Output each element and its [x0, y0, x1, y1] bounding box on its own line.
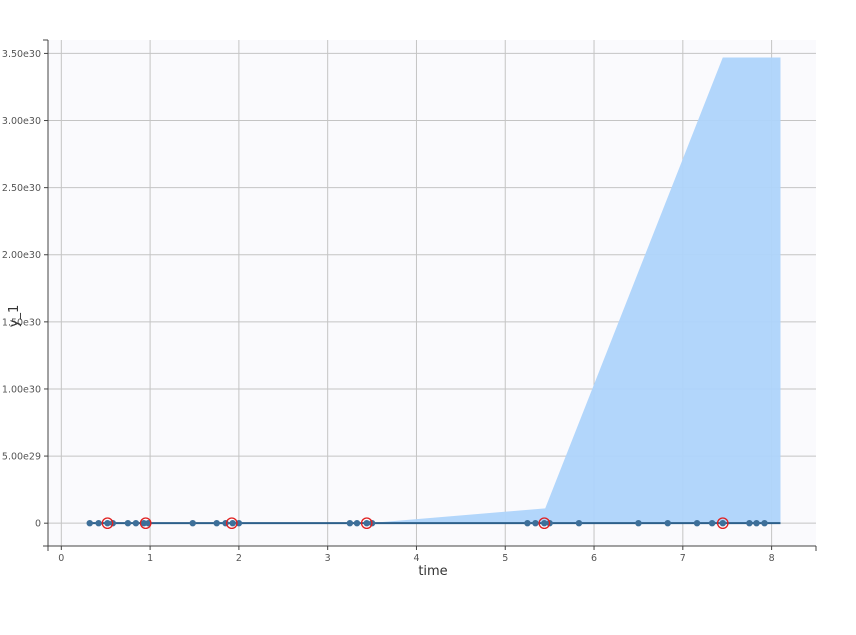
data-point [541, 519, 548, 527]
data-point [746, 519, 753, 527]
data-point [532, 519, 539, 527]
highlighted-point [101, 517, 114, 530]
data-point [229, 519, 236, 527]
data-point [95, 519, 102, 527]
data-point [189, 519, 196, 527]
data-point [761, 519, 768, 527]
x-tick-label: 3 [325, 553, 331, 564]
y-tick-label: 5.00e29 [2, 452, 41, 463]
data-point [708, 519, 716, 527]
highlighted-point [139, 517, 152, 530]
y-tick-label: 1.00e30 [2, 384, 41, 395]
data-point [353, 519, 361, 527]
highlighted-point [538, 517, 551, 530]
highlighted-point [225, 517, 238, 530]
x-tick-label: 4 [413, 553, 419, 564]
confidence-band [367, 57, 781, 524]
data-point [753, 519, 760, 527]
x-tick-label: 6 [591, 553, 597, 564]
x-tick-label: 8 [769, 553, 775, 564]
data-point [524, 519, 531, 527]
x-tick-label: 2 [236, 553, 242, 564]
data-point [346, 519, 354, 527]
data-points [86, 519, 768, 527]
y-axis-ticks: 0 5.00e29 1.00e30 1.50e30 2.00e30 2.50e30 3.00… [2, 39, 48, 547]
band-area [367, 57, 781, 524]
y-tick-label: 2.50e30 [2, 183, 41, 194]
x-tick-label: 5 [502, 553, 508, 564]
y-axis-label: y_1 [7, 305, 22, 327]
data-point [145, 519, 152, 527]
data-point [719, 519, 726, 527]
x-tick-label: 1 [147, 553, 153, 564]
data-point [213, 519, 220, 527]
data-point [132, 519, 140, 527]
data-point [664, 519, 671, 527]
x-axis-ticks: 0 1 2 3 4 5 6 7 8 [47, 546, 817, 564]
highlighted-point [716, 517, 729, 530]
y-tick-label: 0 [35, 519, 41, 530]
data-point [104, 519, 111, 527]
axes [47, 40, 816, 547]
highlighted-points [101, 517, 729, 530]
y-tick-label: 3.00e30 [2, 116, 41, 127]
data-point [693, 519, 701, 527]
y-tick-label: 2.00e30 [2, 250, 41, 261]
x-tick-label: 0 [58, 553, 64, 564]
y-tick-label: 1.50e30 [2, 317, 41, 328]
x-tick-label: 7 [680, 553, 686, 564]
y-tick-label: 3.50e30 [2, 49, 41, 60]
data-point [140, 519, 148, 527]
data-point [635, 519, 642, 527]
data-point [86, 519, 93, 527]
x-axis-label: time [418, 564, 447, 579]
data-point [575, 519, 583, 527]
data-point [124, 519, 132, 527]
highlighted-point [360, 517, 373, 530]
data-point [363, 519, 370, 527]
